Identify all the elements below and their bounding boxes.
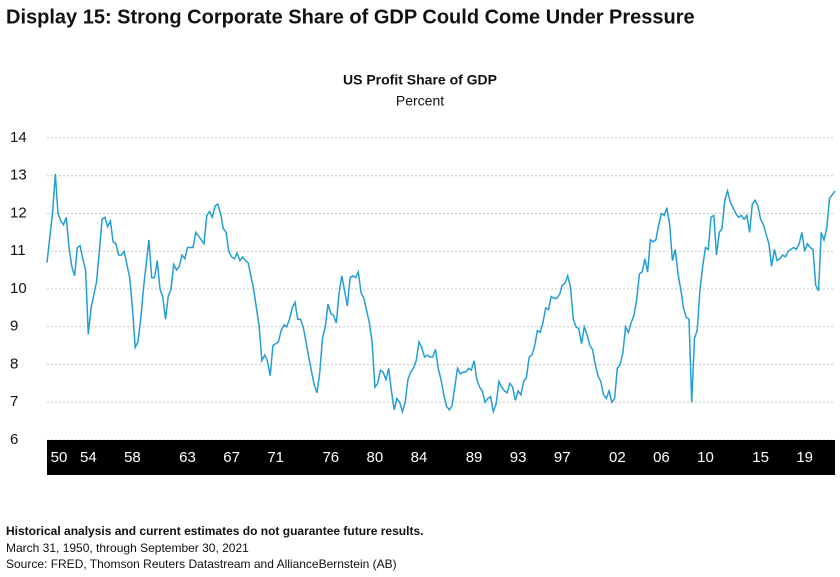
chart-title: US Profit Share of GDP — [343, 72, 497, 88]
y-tick-label: 9 — [10, 318, 18, 335]
y-tick-label: 6 — [10, 431, 18, 448]
y-tick-label: 10 — [10, 280, 27, 297]
page-title: Display 15: Strong Corporate Share of GD… — [6, 6, 695, 28]
x-tick-label: 71 — [267, 449, 284, 466]
source-note: Source: FRED, Thomson Reuters Datastream… — [6, 557, 397, 571]
period-note: March 31, 1950, through September 30, 20… — [6, 541, 249, 555]
x-tick-label: 80 — [367, 449, 384, 466]
y-tick-label: 7 — [10, 393, 18, 410]
chart-subtitle: Percent — [396, 93, 444, 109]
y-tick-label: 11 — [10, 242, 26, 259]
y-tick-label: 14 — [10, 129, 27, 146]
x-tick-label: 93 — [510, 449, 527, 466]
x-tick-label: 89 — [466, 449, 483, 466]
x-tick-label: 97 — [554, 449, 571, 466]
disclaimer: Historical analysis and current estimate… — [6, 524, 423, 538]
x-tick-label: 15 — [752, 449, 769, 466]
y-tick-label: 12 — [10, 204, 27, 221]
y-tick-label: 13 — [10, 167, 27, 184]
x-tick-label: 63 — [179, 449, 196, 466]
x-tick-label: 54 — [80, 449, 97, 466]
x-tick-label: 02 — [609, 449, 626, 466]
profit-share-line — [46, 173, 836, 415]
x-tick-label: 76 — [322, 449, 339, 466]
x-tick-label: 50 — [51, 449, 68, 466]
x-tick-label: 06 — [653, 449, 670, 466]
y-tick-label: 8 — [10, 355, 18, 372]
x-tick-label: 10 — [697, 449, 714, 466]
x-tick-label: 67 — [223, 449, 240, 466]
x-axis-band — [47, 440, 835, 475]
x-tick-label: 19 — [796, 449, 813, 466]
x-tick-label: 84 — [411, 449, 428, 466]
x-tick-label: 58 — [124, 449, 141, 466]
